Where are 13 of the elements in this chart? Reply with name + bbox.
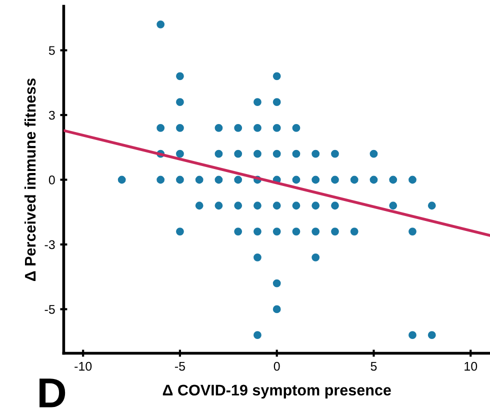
- y-tick-label: 3: [48, 110, 55, 120]
- y-tick-label: -3: [44, 240, 55, 250]
- text: D: [40, 378, 66, 408]
- y-tick-label: 0: [48, 176, 55, 184]
- y-axis-title: Δ Perceived immune fitness: [24, 78, 36, 281]
- x-tick-label: -5: [174, 362, 185, 371]
- x-tick-label: 0: [274, 362, 280, 371]
- x-tick-label: 5: [370, 362, 377, 371]
- x-tick-label: -10: [74, 362, 92, 371]
- y-tick-label: -5: [44, 305, 55, 314]
- y-tick-label: 5: [48, 46, 55, 55]
- x-tick-label: 10: [464, 362, 478, 371]
- x-axis-title: Δ COVID-19 symptom presence: [162, 384, 391, 399]
